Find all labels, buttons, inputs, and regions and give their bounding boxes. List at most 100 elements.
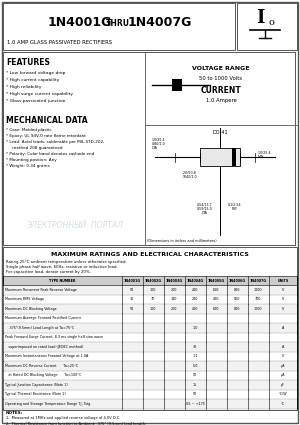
Text: CURRENT: CURRENT xyxy=(201,85,242,94)
Text: Maximum DC Blocking Voltage: Maximum DC Blocking Voltage xyxy=(5,307,57,311)
Text: o: o xyxy=(268,17,274,26)
Text: Typical Junction Capacitance (Note 1): Typical Junction Capacitance (Note 1) xyxy=(5,383,68,387)
Text: 30: 30 xyxy=(193,345,197,349)
Bar xyxy=(3,399,297,408)
Text: * High surge current capability: * High surge current capability xyxy=(6,92,73,96)
Text: Maximum Instantaneous Forward Voltage at 1.0A: Maximum Instantaneous Forward Voltage at… xyxy=(5,354,88,358)
Bar xyxy=(3,247,297,410)
Text: Rating 25°C ambient temperature unless otherwise specified.: Rating 25°C ambient temperature unless o… xyxy=(6,260,127,264)
Bar xyxy=(3,361,297,371)
Text: 1N4005G: 1N4005G xyxy=(207,278,225,283)
Text: 200: 200 xyxy=(171,288,177,292)
Text: 35: 35 xyxy=(130,297,134,301)
Text: 1000: 1000 xyxy=(254,288,262,292)
Text: For capacitive load, derate current by 20%.: For capacitive load, derate current by 2… xyxy=(6,270,91,274)
Text: * High current capability: * High current capability xyxy=(6,78,59,82)
Text: -65 ~ +175: -65 ~ +175 xyxy=(185,402,205,406)
Bar xyxy=(237,3,297,50)
Text: 400: 400 xyxy=(192,288,198,292)
Text: pF: pF xyxy=(281,383,285,387)
Bar xyxy=(3,285,297,295)
Bar xyxy=(3,314,297,323)
Text: Operating and Storage Temperature Range TJ, Tstg: Operating and Storage Temperature Range … xyxy=(5,402,90,406)
Text: 280: 280 xyxy=(192,297,198,301)
Text: I: I xyxy=(256,9,264,27)
Text: MIN: MIN xyxy=(258,155,264,159)
Text: 420: 420 xyxy=(213,297,219,301)
Text: 70: 70 xyxy=(151,297,155,301)
Text: method 208 guaranteed: method 208 guaranteed xyxy=(6,146,62,150)
Text: 15: 15 xyxy=(193,383,197,387)
Text: 700: 700 xyxy=(255,297,261,301)
Text: 0.1/2.54: 0.1/2.54 xyxy=(228,203,242,207)
Text: 1.0/25.4: 1.0/25.4 xyxy=(258,151,272,155)
Text: * Mounting position: Any: * Mounting position: Any xyxy=(6,158,57,162)
Bar xyxy=(172,79,182,91)
Bar xyxy=(3,342,297,351)
Text: * Low forward voltage drop: * Low forward voltage drop xyxy=(6,71,65,75)
Text: 800: 800 xyxy=(234,307,240,311)
Text: 1N4007G: 1N4007G xyxy=(249,278,267,283)
Text: DIA: DIA xyxy=(152,146,158,150)
Text: 140: 140 xyxy=(171,297,177,301)
Text: °C: °C xyxy=(281,402,285,406)
Bar xyxy=(200,148,240,166)
Text: 5.0: 5.0 xyxy=(192,364,198,368)
Text: 50 to 1000 Volts: 50 to 1000 Volts xyxy=(200,76,243,80)
Text: Maximum Average Forward Rectified Current: Maximum Average Forward Rectified Curren… xyxy=(5,316,81,320)
Text: 200: 200 xyxy=(171,307,177,311)
Text: 50: 50 xyxy=(193,373,197,377)
Text: Maximum RMS Voltage: Maximum RMS Voltage xyxy=(5,297,44,301)
Text: (Dimensions in inches and millimeters): (Dimensions in inches and millimeters) xyxy=(147,239,217,243)
Text: 600: 600 xyxy=(213,307,219,311)
Text: A: A xyxy=(282,326,284,330)
Text: * Lead: Axial leads, solderable per MIL-STD-202,: * Lead: Axial leads, solderable per MIL-… xyxy=(6,140,104,144)
Text: Single phase half wave, 60Hz, resistive or inductive load.: Single phase half wave, 60Hz, resistive … xyxy=(6,265,118,269)
Text: Typical Thermal Resistance (Note 2): Typical Thermal Resistance (Note 2) xyxy=(5,392,66,396)
Text: 0.59/15.0: 0.59/15.0 xyxy=(197,207,213,211)
Bar xyxy=(3,323,297,332)
Text: FEATURES: FEATURES xyxy=(6,57,50,66)
Text: Maximum Recurrent Peak Reverse Voltage: Maximum Recurrent Peak Reverse Voltage xyxy=(5,288,77,292)
Text: 1.1: 1.1 xyxy=(192,354,198,358)
Text: THRU: THRU xyxy=(106,19,130,28)
Text: Peak Forward Surge Current, 8.3 ms single half sine-wave: Peak Forward Surge Current, 8.3 ms singl… xyxy=(5,335,103,339)
Text: * Weight: 0.34 grams: * Weight: 0.34 grams xyxy=(6,164,50,168)
Text: MAXIMUM RATINGS AND ELECTRICAL CHARACTERISTICS: MAXIMUM RATINGS AND ELECTRICAL CHARACTER… xyxy=(51,252,249,258)
Text: ЭЛЕКТРОННЫЙ  ПОРТАЛ: ЭЛЕКТРОННЫЙ ПОРТАЛ xyxy=(26,221,122,230)
Bar xyxy=(3,332,297,342)
Text: 400: 400 xyxy=(192,307,198,311)
Bar xyxy=(3,52,295,245)
Text: * Epoxy: UL 94V-0 rate flame retardant: * Epoxy: UL 94V-0 rate flame retardant xyxy=(6,134,86,138)
Text: 560: 560 xyxy=(234,297,240,301)
Text: DIA: DIA xyxy=(202,211,208,215)
Text: 1.0 Ampere: 1.0 Ampere xyxy=(206,97,236,102)
Bar xyxy=(3,371,297,380)
Text: 1040/1.0: 1040/1.0 xyxy=(182,175,197,179)
Text: 0.80/2.0: 0.80/2.0 xyxy=(152,142,166,146)
Text: 100: 100 xyxy=(150,307,156,311)
Bar xyxy=(3,389,297,399)
Text: Maximum DC Reverse Current      Ta=25°C: Maximum DC Reverse Current Ta=25°C xyxy=(5,364,78,368)
Text: at Rated DC Blocking Voltage      Ta=100°C: at Rated DC Blocking Voltage Ta=100°C xyxy=(5,373,81,377)
Text: 1.0/25.4: 1.0/25.4 xyxy=(152,138,166,142)
Text: superimposed on rated load (JEDEC method): superimposed on rated load (JEDEC method… xyxy=(5,345,83,349)
Text: 1.  Measured at 1MHz and applied reverse voltage of 4.0V D.C.: 1. Measured at 1MHz and applied reverse … xyxy=(6,416,120,420)
Text: MECHANICAL DATA: MECHANICAL DATA xyxy=(6,116,88,125)
Text: UNITS: UNITS xyxy=(278,278,289,283)
Text: 1N4001G: 1N4001G xyxy=(48,15,112,28)
Bar xyxy=(3,3,235,50)
Bar xyxy=(3,276,297,285)
Text: .375"(9.5mm) Lead Length at Ta=75°C: .375"(9.5mm) Lead Length at Ta=75°C xyxy=(5,326,74,330)
Text: VOLTAGE RANGE: VOLTAGE RANGE xyxy=(192,65,250,71)
Text: 1N4002G: 1N4002G xyxy=(144,278,162,283)
Bar xyxy=(232,148,236,166)
Text: 100: 100 xyxy=(150,288,156,292)
Text: DO-41: DO-41 xyxy=(212,130,228,134)
Bar xyxy=(3,295,297,304)
Text: 1N4007G: 1N4007G xyxy=(128,15,192,28)
Text: 2.0/50.8: 2.0/50.8 xyxy=(183,171,197,175)
Text: V: V xyxy=(282,307,284,311)
Bar xyxy=(3,304,297,314)
Text: μA: μA xyxy=(281,364,285,368)
